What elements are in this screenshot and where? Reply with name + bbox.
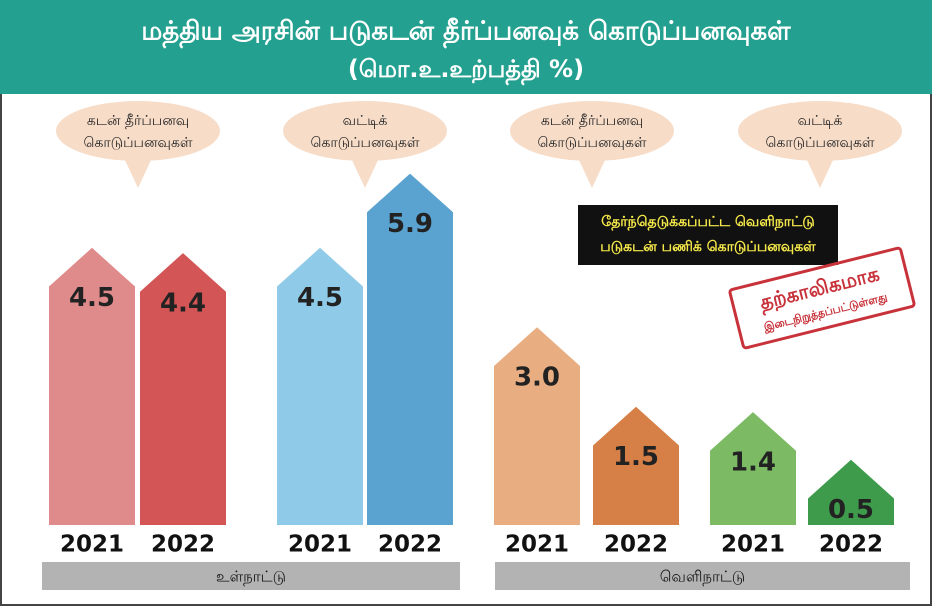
value-label: 3.0 (514, 363, 560, 393)
x-tick-label: 2022 (819, 532, 883, 558)
callout-label: கடன் தீர்ப்பனவு (541, 113, 643, 129)
x-tick-label: 2021 (721, 532, 785, 558)
chart-title: மத்திய அரசின் படுகடன் தீர்ப்பனவுக் கொடுப… (141, 17, 791, 49)
callout-bubble (56, 101, 220, 161)
bar (710, 412, 796, 525)
group-label: வெளிநாட்டு (660, 568, 745, 586)
notice-text: படுகடன் பணிக் கொடுப்பனவுகள் (600, 239, 816, 255)
x-tick-label: 2022 (151, 532, 215, 558)
callout-bubble (510, 101, 674, 161)
callout-pointer (806, 158, 834, 188)
callout-bubble (738, 101, 902, 161)
callout-label: வட்டிக் (343, 113, 388, 129)
value-label: 5.9 (387, 209, 433, 239)
callout-label: கொடுப்பனவுகள் (310, 135, 419, 151)
callout-label: கடன் தீர்ப்பனவு (87, 113, 189, 129)
callout-pointer (578, 158, 606, 188)
value-label: 4.5 (297, 283, 343, 313)
bar (494, 327, 580, 525)
value-label: 1.4 (730, 447, 776, 477)
x-tick-label: 2022 (378, 532, 442, 558)
bar (277, 247, 363, 526)
bar (593, 406, 679, 525)
value-label: 4.4 (160, 288, 206, 318)
group-strip (42, 562, 460, 590)
bar (367, 173, 453, 525)
callout-label: கொடுப்பனவுகள் (765, 135, 874, 151)
title-banner (0, 0, 932, 94)
value-label: 0.5 (828, 495, 874, 525)
callout-label: கொடுப்பனவுகள் (83, 135, 192, 151)
callout-pointer (351, 158, 379, 188)
x-tick-label: 2021 (288, 532, 352, 558)
x-tick-label: 2022 (604, 532, 668, 558)
bar (49, 247, 135, 526)
value-label: 1.5 (613, 442, 659, 472)
value-label: 4.5 (69, 283, 115, 313)
stamp-border (728, 246, 916, 350)
notice-box (578, 205, 838, 265)
callout-bubble (283, 101, 447, 161)
x-tick-label: 2021 (60, 532, 124, 558)
callout-pointer (124, 158, 152, 188)
bar (808, 459, 894, 525)
bar (140, 253, 226, 525)
chart-subtitle: (மொ.உ.உற்பத்தி %) (348, 55, 584, 86)
group-label: உள்நாட்டு (216, 568, 286, 586)
notice-text: தேர்ந்தெடுக்கப்பட்ட வெளிநாட்டு (601, 214, 814, 231)
x-tick-label: 2021 (505, 532, 569, 558)
callout-label: வட்டிக் (798, 113, 843, 129)
callout-label: கொடுப்பனவுகள் (537, 135, 646, 151)
group-strip (495, 562, 910, 590)
